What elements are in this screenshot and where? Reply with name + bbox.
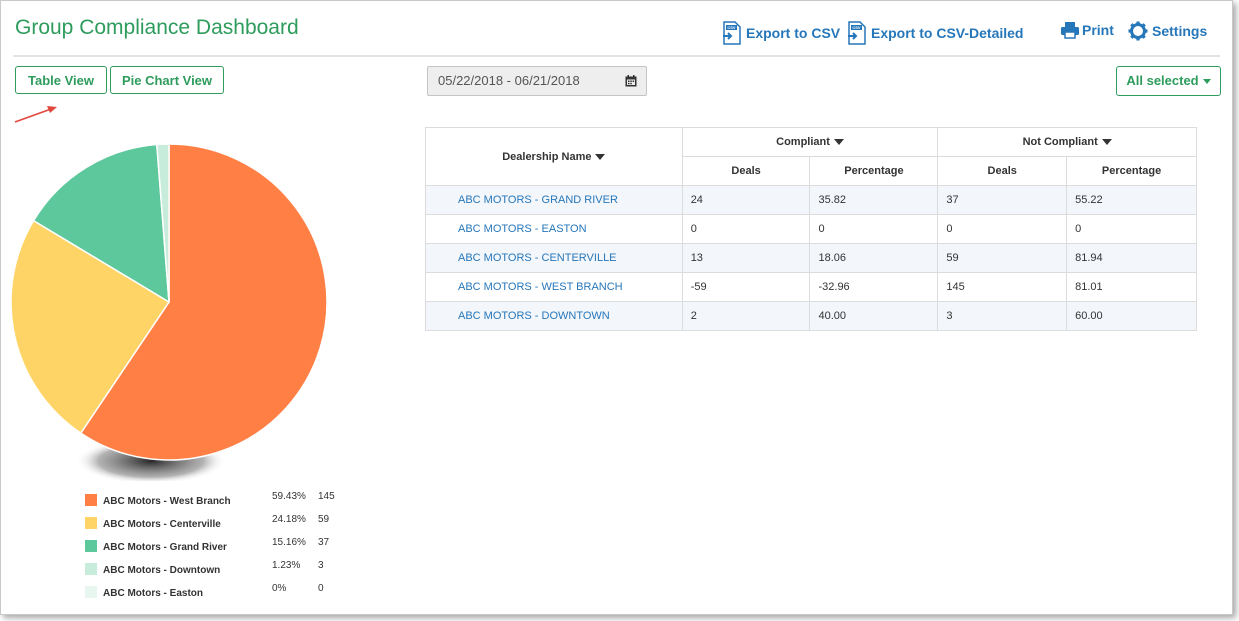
not-compliant-percentage-cell: 0 xyxy=(1066,214,1197,244)
not-compliant-percentage-cell: 81.94 xyxy=(1066,243,1197,273)
table-row: ABC MOTORS - DOWNTOWN 2 40.00 3 60.00 xyxy=(425,301,1197,331)
compliant-deals-cell: 13 xyxy=(681,243,811,273)
dealership-link[interactable]: ABC MOTORS - WEST BRANCH xyxy=(425,272,683,302)
legend-percentage: 0% xyxy=(272,583,287,594)
dealership-link[interactable]: ABC MOTORS - DOWNTOWN xyxy=(425,301,683,331)
export-csv-label: Export to CSV xyxy=(746,25,841,41)
pie-slice[interactable] xyxy=(10,219,171,435)
export-csv-detailed-link[interactable]: CSV Export to CSV-Detailed xyxy=(847,21,1023,45)
subheader-compliant-deals: Deals xyxy=(681,156,811,186)
legend-swatch xyxy=(85,494,97,506)
csv-file-icon: CSV xyxy=(848,21,866,45)
printer-icon xyxy=(1061,22,1079,39)
csv-file-icon: CSV xyxy=(723,21,741,45)
compliant-percentage-cell: -32.96 xyxy=(809,272,939,302)
dropdown-label: All selected xyxy=(1126,73,1199,88)
legend-count: 0 xyxy=(318,583,324,594)
table-row: ABC MOTORS - CENTERVILLE 13 18.06 59 81.… xyxy=(425,243,1197,273)
compliant-percentage-cell: 35.82 xyxy=(809,185,939,215)
pie-chart xyxy=(10,143,328,481)
csv-icon-text: CSV xyxy=(727,25,736,30)
chevron-down-icon xyxy=(1202,79,1211,85)
legend-percentage: 15.16% xyxy=(272,537,306,548)
sort-caret-icon xyxy=(595,153,606,160)
csv-icon-text: CSV xyxy=(852,25,861,30)
print-label: Print xyxy=(1082,22,1114,38)
dealership-link[interactable]: ABC MOTORS - EASTON xyxy=(425,214,683,244)
legend-swatch xyxy=(85,563,97,575)
export-csv-detailed-label: Export to CSV-Detailed xyxy=(871,25,1024,41)
dealership-link[interactable]: ABC MOTORS - CENTERVILLE xyxy=(425,243,683,273)
legend-label: ABC Motors - Centerville xyxy=(103,519,221,530)
compliant-deals-cell: -59 xyxy=(681,272,811,302)
not-compliant-percentage-cell: 81.01 xyxy=(1066,272,1197,302)
column-header-compliant[interactable]: Compliant xyxy=(681,127,939,157)
pie-chart-view-button[interactable]: Pie Chart View xyxy=(110,66,224,94)
legend-percentage: 59.43% xyxy=(272,491,306,502)
not-compliant-deals-cell: 0 xyxy=(937,214,1068,244)
column-header-label: Compliant xyxy=(776,136,830,148)
settings-link[interactable]: Settings xyxy=(1128,21,1207,41)
subheader-compliant-percentage: Percentage xyxy=(809,156,939,186)
dealership-filter-dropdown[interactable]: All selected xyxy=(1116,66,1221,96)
print-link[interactable]: Print xyxy=(1060,21,1114,39)
legend-swatch xyxy=(85,517,97,529)
legend-swatch xyxy=(85,540,97,552)
compliance-table: Dealership Name Compliant Not Compliant … xyxy=(425,127,1197,331)
table-view-button[interactable]: Table View xyxy=(15,66,107,94)
export-csv-link[interactable]: CSV Export to CSV xyxy=(722,21,840,45)
legend-swatch xyxy=(85,586,97,598)
pie-slice[interactable] xyxy=(32,143,170,304)
compliant-deals-cell: 0 xyxy=(681,214,811,244)
settings-label: Settings xyxy=(1152,23,1208,39)
legend-label: ABC Motors - Grand River xyxy=(103,542,227,553)
dealership-link[interactable]: ABC MOTORS - GRAND RIVER xyxy=(425,185,683,215)
compliant-percentage-cell: 0 xyxy=(809,214,939,244)
subheader-not-compliant-deals: Deals xyxy=(937,156,1068,186)
pie-slice[interactable] xyxy=(79,143,328,461)
not-compliant-deals-cell: 3 xyxy=(937,301,1068,331)
not-compliant-percentage-cell: 60.00 xyxy=(1066,301,1197,331)
legend-count: 37 xyxy=(318,537,330,548)
legend-percentage: 1.23% xyxy=(272,560,301,571)
legend-count: 3 xyxy=(318,560,324,571)
not-compliant-deals-cell: 37 xyxy=(937,185,1068,215)
not-compliant-deals-cell: 145 xyxy=(937,272,1068,302)
compliant-percentage-cell: 40.00 xyxy=(809,301,939,331)
gear-icon xyxy=(1128,21,1148,41)
sort-caret-icon xyxy=(833,139,844,146)
column-header-dealership[interactable]: Dealership Name xyxy=(425,127,683,186)
legend-label: ABC Motors - Easton xyxy=(103,588,203,599)
column-header-not-compliant[interactable]: Not Compliant xyxy=(937,127,1197,157)
table-row: ABC MOTORS - GRAND RIVER 24 35.82 37 55.… xyxy=(425,185,1197,215)
compliant-percentage-cell: 18.06 xyxy=(809,243,939,273)
page-title: Group Compliance Dashboard xyxy=(15,16,299,39)
pointer-arrow-icon xyxy=(14,106,57,123)
table-row: ABC MOTORS - EASTON 0 0 0 0 xyxy=(425,214,1197,244)
pie-slice[interactable] xyxy=(156,143,170,303)
column-header-label: Dealership Name xyxy=(502,150,592,163)
table-row: ABC MOTORS - WEST BRANCH -59 -32.96 145 … xyxy=(425,272,1197,302)
sort-caret-icon xyxy=(1101,139,1112,146)
calendar-icon xyxy=(625,75,637,87)
date-range-value: 05/22/2018 - 06/21/2018 xyxy=(438,73,580,88)
legend-count: 145 xyxy=(318,491,335,502)
compliant-deals-cell: 2 xyxy=(681,301,811,331)
legend-percentage: 24.18% xyxy=(272,514,306,525)
date-range-picker[interactable]: 05/22/2018 - 06/21/2018 xyxy=(427,66,647,96)
compliant-deals-cell: 24 xyxy=(681,185,811,215)
header-divider xyxy=(13,55,1220,57)
column-header-label: Not Compliant xyxy=(1022,136,1098,148)
not-compliant-percentage-cell: 55.22 xyxy=(1066,185,1197,215)
legend-label: ABC Motors - West Branch xyxy=(103,496,231,507)
legend-count: 59 xyxy=(318,514,330,525)
legend-label: ABC Motors - Downtown xyxy=(103,565,221,576)
subheader-not-compliant-percentage: Percentage xyxy=(1066,156,1197,186)
not-compliant-deals-cell: 59 xyxy=(937,243,1068,273)
